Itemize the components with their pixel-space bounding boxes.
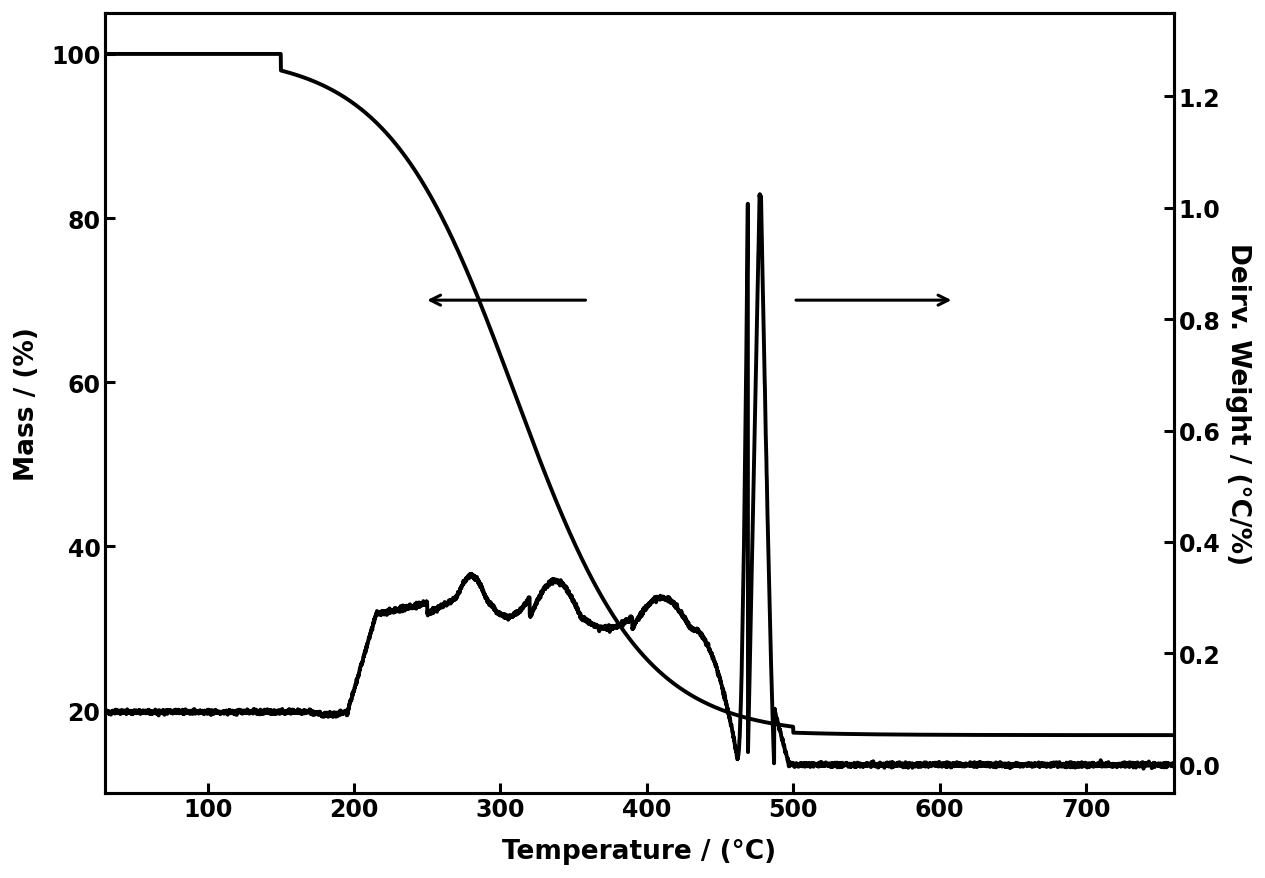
X-axis label: Temperature / (°C): Temperature / (°C): [502, 838, 777, 864]
Y-axis label: Deirv. Weight / (°C/%): Deirv. Weight / (°C/%): [1225, 242, 1251, 565]
Y-axis label: Mass / (%): Mass / (%): [14, 327, 40, 480]
